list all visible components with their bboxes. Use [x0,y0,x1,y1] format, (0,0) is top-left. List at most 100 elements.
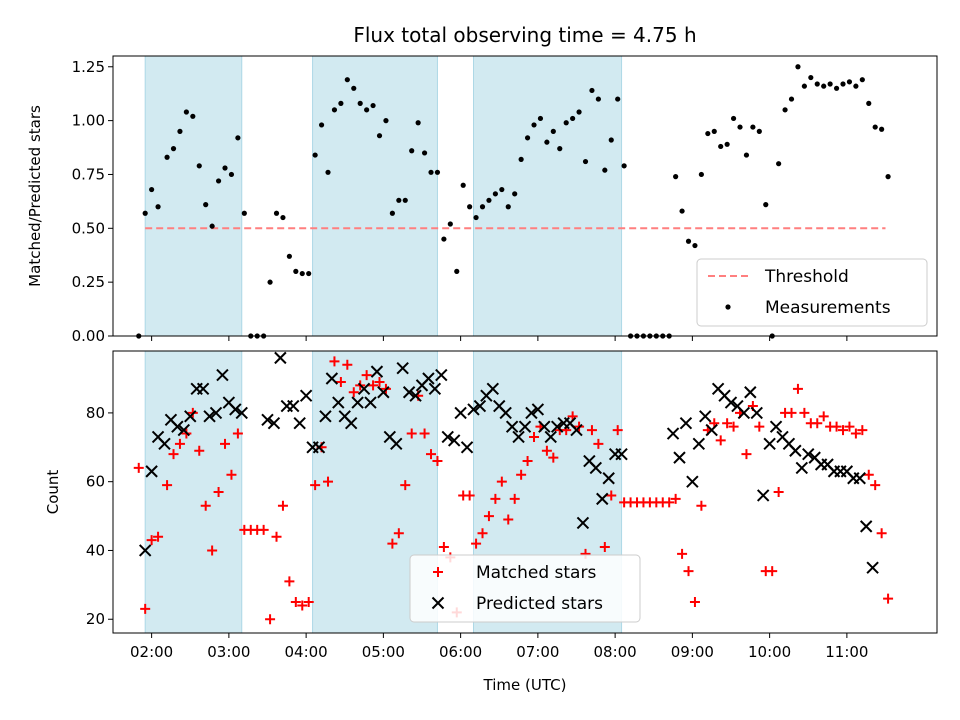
matched-star-point [696,500,707,511]
predicted-star-point [364,396,377,409]
matched-star-point [786,407,797,418]
chart-title: Flux total observing time = 4.75 h [353,23,696,47]
predicted-star-point [428,382,442,396]
predicted-star-point [229,403,242,416]
predicted-star-point [216,368,229,382]
matched-star-point [818,411,829,422]
x-tick-label: 11:00 [825,643,868,661]
measurement-point [679,208,685,214]
measurement-point [473,214,479,221]
x-tick-label: 09:00 [671,643,714,661]
legend-measurement-label: Measurements [765,298,891,318]
predicted-star-point [209,406,223,420]
predicted-star-point [744,386,757,399]
predicted-star-point [390,437,403,451]
matched-star-point [683,566,694,577]
predicted-star-point [351,396,364,409]
predicted-star-point [203,410,216,423]
measurement-point [685,238,692,244]
predicted-star-point [467,403,480,416]
predicted-star-point [737,406,751,420]
measurement-point [550,128,556,134]
measurement-point [608,137,614,143]
count-panel: 02:00 03:00 04:00 05:00 06:00 07:00 08:00 09:00… [44,350,938,661]
measurement-point [209,223,215,229]
measurement-point [241,210,247,216]
x-tick-label: 08:00 [594,643,637,661]
measurement-point [222,165,228,171]
matched-star-point [883,593,894,604]
measurement-point [615,96,621,102]
matched-star-point [271,531,282,542]
predicted-star-point [576,516,590,530]
predicted-star-point [512,430,525,444]
measurement-point [544,139,550,145]
matched-star-point [850,428,861,439]
matched-star-point [599,542,610,553]
predicted-star-point [435,368,448,382]
predicted-star-point [158,437,171,451]
y-tick-label: 0.25 [72,273,105,291]
measurement-point [756,128,762,134]
matched-star-point [226,469,237,480]
measurement-point [370,102,376,109]
measurement-point [512,191,518,197]
matched-star-point [516,469,527,480]
predicted-star-point [692,437,706,451]
predicted-star-point [486,382,500,396]
predicted-star-point [370,365,384,378]
x-tick-label: 03:00 [207,643,250,661]
x-tick-label: 05:00 [362,643,405,661]
measurement-point [840,81,846,87]
measurement-point [711,128,717,134]
measurement-point [299,270,305,277]
predicted-star-point [196,382,210,396]
predicted-star-point [402,386,416,399]
matched-star-point [689,597,700,608]
measurement-point [589,87,595,94]
matched-star-point [496,476,507,487]
matched-star-point [541,445,552,456]
matched-star-point [426,449,437,460]
observing-window-band [312,55,438,337]
measurement-point [602,167,608,173]
predicted-star-point [544,430,557,444]
measurement-point [376,133,383,139]
matched-star-point [310,480,321,491]
x-tick-label: 07:00 [516,643,559,661]
measurement-point [776,161,782,167]
predicted-star-point [756,489,770,502]
matched-star-point [767,566,778,577]
measurement-point [318,122,325,128]
matched-star-point [133,462,144,473]
matched-star-point [303,597,314,608]
measurement-point [325,169,331,175]
legend-threshold-label: Threshold [764,267,849,287]
matched-star-point [153,531,164,542]
y-axis-label: Matched/Predicted stars [26,105,44,287]
matched-star-point [670,493,681,504]
y-tick-label: 80 [86,404,105,422]
matched-star-point [857,425,868,436]
matched-star-point [335,376,346,387]
matched-star-point [741,449,752,460]
predicted-star-point [396,361,409,375]
predicted-star-point [499,406,512,420]
ratio-panel: 0.00 0.25 0.50 0.75 1.00 1.25 Matched/Predicte… [26,55,938,345]
matched-star-point [220,438,231,449]
matched-star-point [284,576,295,587]
matched-star-point [464,490,475,501]
predicted-star-point [602,472,615,485]
x-tick-label: 02:00 [130,643,173,661]
matched-star-point [870,480,881,491]
measurement-point [673,174,679,180]
matched-star-point [297,600,308,611]
measurement-point [155,204,161,210]
measurement-point [215,178,222,184]
matched-star-point [277,500,288,511]
predicted-star-point [615,447,628,461]
matched-star-point [168,449,179,460]
matched-star-point [146,535,157,546]
predicted-star-point [138,544,152,557]
predicted-star-point [686,475,699,488]
